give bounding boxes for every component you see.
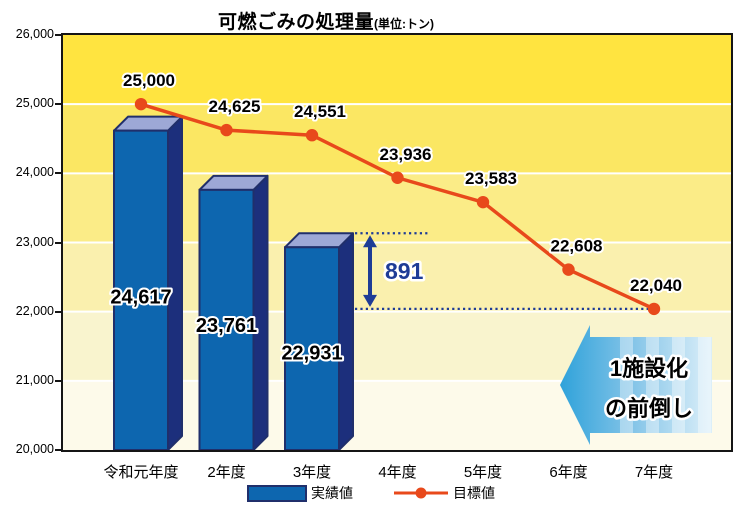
y-tick-label: 22,000 <box>15 303 54 318</box>
bar-value-label: 24,617 <box>110 287 171 309</box>
target-point-4年度 <box>391 171 404 184</box>
chart-title-text: 可燃ごみの処理量 <box>217 12 375 33</box>
x-tick-label-3: 4年度 <box>378 464 417 481</box>
big-left-arrow <box>560 325 712 445</box>
x-tick-label-6: 7年度 <box>634 464 674 481</box>
y-tick-mark <box>55 172 62 175</box>
target-point-3年度 <box>305 129 319 142</box>
bar-value-label: 23,761 <box>196 315 257 337</box>
target-point-7年度 <box>647 302 661 316</box>
bar-2年度 <box>198 174 269 450</box>
chart-title: 可燃ごみの処理量(単位:トン) <box>218 7 434 34</box>
target-point-6年度 <box>562 263 575 276</box>
x-tick-label-1: 2年度 <box>207 464 246 481</box>
arrowhead-up <box>363 235 377 248</box>
chart-title-unit: (単位:トン) <box>374 17 435 31</box>
legend: 実績値 目標値 <box>247 483 495 503</box>
target-point-5年度 <box>476 195 490 209</box>
bar-value-label: 22,931 <box>281 343 342 365</box>
y-tick-label: 24,000 <box>15 165 54 180</box>
x-tick-label-4: 5年度 <box>463 464 503 481</box>
y-tick-label: 20,000 <box>15 442 54 456</box>
legend-swatch-actual <box>247 484 307 502</box>
target-value-label: 24,625 <box>209 97 261 116</box>
target-value-label: 25,000 <box>123 71 175 90</box>
big-arrow-text-line-2: の前倒し <box>605 396 693 421</box>
x-tick-label-5: 6年度 <box>549 464 588 481</box>
x-tick-label-2: 3年度 <box>292 464 332 481</box>
y-tick-label: 25,000 <box>15 96 54 111</box>
x-tick-label-0: 令和元年度 <box>103 464 179 481</box>
bar-令和元年度 <box>113 115 183 450</box>
legend-label-target: 目標値 <box>453 485 495 501</box>
y-tick-label: 23,000 <box>15 234 54 249</box>
y-tick-label: 21,000 <box>15 372 54 387</box>
plot-area: 1施設化の前倒し 24,617 23,761 22,931 891 25,000 24,62… <box>61 33 733 452</box>
big-arrow-stripes <box>620 325 711 445</box>
difference-value-label: 891 <box>385 258 424 284</box>
background-band-0 <box>63 35 731 105</box>
legend-item-target: 目標値 <box>393 483 495 503</box>
target-value-label: 23,583 <box>465 169 517 188</box>
y-tick-label: 26,000 <box>15 27 54 41</box>
target-value-label: 22,608 <box>551 237 603 256</box>
legend-item-actual: 実績値 <box>247 483 353 503</box>
y-tick-mark <box>55 379 62 382</box>
target-point-2年度 <box>220 123 233 137</box>
bar-3年度 <box>284 232 354 450</box>
target-value-label: 23,936 <box>380 145 432 164</box>
y-tick-mark <box>55 241 62 244</box>
big-arrow-text-line-1: 1施設化 <box>610 356 688 381</box>
y-tick-mark <box>55 449 62 451</box>
y-tick-mark <box>55 310 62 313</box>
y-tick-mark <box>55 103 62 106</box>
target-point-令和元年度 <box>134 97 148 111</box>
target-value-label: 22,040 <box>630 276 682 295</box>
y-tick-mark <box>55 34 62 36</box>
target-value-label: 24,551 <box>294 102 346 121</box>
arrowhead-down <box>363 294 377 307</box>
legend-line-target-icon <box>394 487 448 499</box>
legend-label-actual: 実績値 <box>311 485 353 501</box>
